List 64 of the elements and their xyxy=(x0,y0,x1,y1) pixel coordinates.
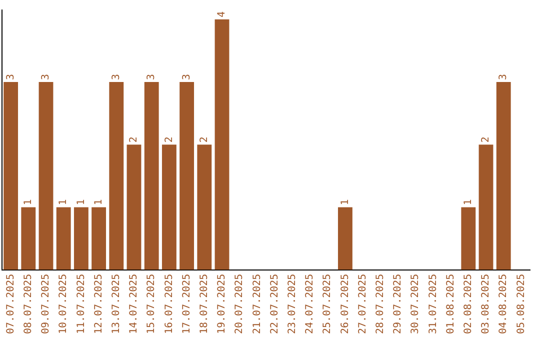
data-label: 3 xyxy=(181,74,192,80)
x-tick-label: 01.08.2025 xyxy=(445,274,456,334)
x-tick-label: 05.08.2025 xyxy=(516,274,527,334)
bar xyxy=(126,144,142,270)
x-tick-label: 22.07.2025 xyxy=(269,274,280,334)
x-tick-label: 15.07.2025 xyxy=(146,274,158,334)
data-label: 3 xyxy=(5,74,16,80)
bar xyxy=(21,207,36,270)
data-label: 3 xyxy=(498,74,510,80)
x-tick-label: 19.07.2025 xyxy=(216,274,228,334)
x-tick-label: 28.07.2025 xyxy=(374,274,386,334)
bar xyxy=(162,144,176,270)
bar xyxy=(74,207,88,270)
bar xyxy=(338,207,352,270)
bar xyxy=(56,207,71,270)
x-tick-label: 17.07.2025 xyxy=(181,274,192,334)
data-label: 1 xyxy=(58,199,70,206)
x-tick-label: 09.07.2025 xyxy=(40,274,52,334)
data-label: 1 xyxy=(462,199,474,206)
x-tick-label: 26.07.2025 xyxy=(340,274,351,334)
data-label: 2 xyxy=(128,136,140,143)
x-tick-label: 10.07.2025 xyxy=(58,274,70,334)
x-tick-label: 08.07.2025 xyxy=(22,274,34,334)
data-label: 1 xyxy=(76,199,87,206)
x-tick-label: 04.08.2025 xyxy=(498,274,510,334)
x-tick-label: 25.07.2025 xyxy=(322,274,334,334)
x-tick-label: 20.07.2025 xyxy=(234,274,246,334)
bar xyxy=(92,207,106,270)
bar xyxy=(478,144,494,270)
bar xyxy=(180,82,194,270)
x-tick-label: 31.07.2025 xyxy=(428,274,439,334)
x-tick-label: 03.08.2025 xyxy=(480,274,492,334)
data-label: 1 xyxy=(93,199,104,206)
data-label: 2 xyxy=(164,136,175,143)
x-tick-label: 11.07.2025 xyxy=(76,274,87,334)
bar xyxy=(214,19,230,270)
bar xyxy=(461,207,476,270)
x-tick-label: 18.07.2025 xyxy=(198,274,210,334)
data-label: 2 xyxy=(198,136,210,143)
x-tick-label: 23.07.2025 xyxy=(286,274,298,334)
bar xyxy=(496,82,511,270)
data-label: 3 xyxy=(146,74,158,80)
x-tick-label: 16.07.2025 xyxy=(164,274,175,334)
bar xyxy=(38,82,54,270)
x-tick-label: 24.07.2025 xyxy=(304,274,316,334)
x-tick-label: 07.07.2025 xyxy=(5,274,16,334)
bar xyxy=(109,82,124,270)
x-tick-label: 27.07.2025 xyxy=(357,274,368,334)
x-tick-label: 29.07.2025 xyxy=(392,274,404,334)
x-tick-label: 14.07.2025 xyxy=(128,274,140,334)
data-label: 1 xyxy=(340,199,351,206)
data-label: 3 xyxy=(40,74,52,80)
data-label: 2 xyxy=(480,136,492,143)
data-label: 4 xyxy=(216,11,228,18)
x-tick-label: 30.07.2025 xyxy=(410,274,422,334)
bar xyxy=(197,144,212,270)
bar xyxy=(4,82,18,270)
x-tick-label: 12.07.2025 xyxy=(93,274,104,334)
bar xyxy=(144,82,159,270)
x-tick-label: 21.07.2025 xyxy=(252,274,263,334)
x-tick-label: 13.07.2025 xyxy=(110,274,122,334)
data-label: 3 xyxy=(110,74,122,80)
x-tick-label: 02.08.2025 xyxy=(462,274,474,334)
data-label: 1 xyxy=(22,199,34,206)
